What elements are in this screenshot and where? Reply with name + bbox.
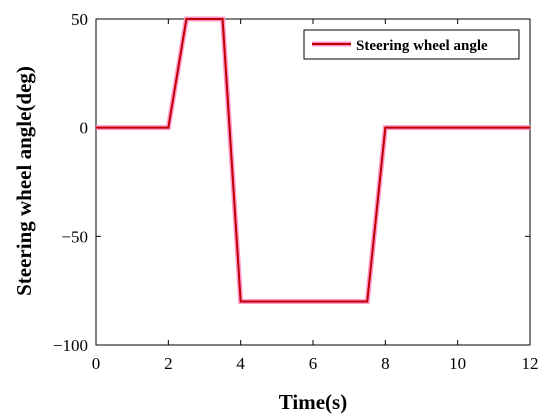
- x-tick-label: 2: [164, 354, 173, 373]
- plot-frame: [95, 18, 531, 346]
- series-point: [221, 18, 224, 20]
- series-point: [185, 18, 188, 20]
- legend: Steering wheel angle: [303, 29, 520, 60]
- series-line: [96, 18, 530, 303]
- series-point: [239, 300, 242, 303]
- series-point: [529, 126, 531, 129]
- x-tick-label: 8: [381, 354, 390, 373]
- x-tick-label: 0: [92, 354, 101, 373]
- legend-label: Steering wheel angle: [356, 38, 488, 54]
- series-point: [384, 126, 387, 129]
- legend-box: [303, 29, 520, 60]
- x-tick-label: 12: [522, 354, 539, 373]
- y-tick-label: 0: [80, 119, 89, 138]
- x-tick-label: 4: [236, 354, 245, 373]
- y-tick-label: 50: [71, 10, 88, 29]
- x-tick-label: 6: [309, 354, 318, 373]
- y-tick-label: −50: [61, 227, 88, 246]
- y-axis-title: Steering wheel angle(deg): [12, 66, 36, 296]
- x-axis-title: Time(s): [279, 390, 347, 414]
- y-axis-ticks: 50 0 −50 −100: [53, 10, 530, 355]
- x-axis-ticks: 0 2 4 6 8 10 12: [92, 19, 539, 373]
- series-point: [167, 126, 170, 129]
- series-line-glow: [96, 16, 530, 305]
- plot-area: [95, 18, 531, 346]
- series-layer: [95, 16, 531, 305]
- series-point: [95, 126, 97, 129]
- series-point: [366, 300, 369, 303]
- x-tick-label: 10: [449, 354, 466, 373]
- y-tick-label: −100: [53, 336, 88, 355]
